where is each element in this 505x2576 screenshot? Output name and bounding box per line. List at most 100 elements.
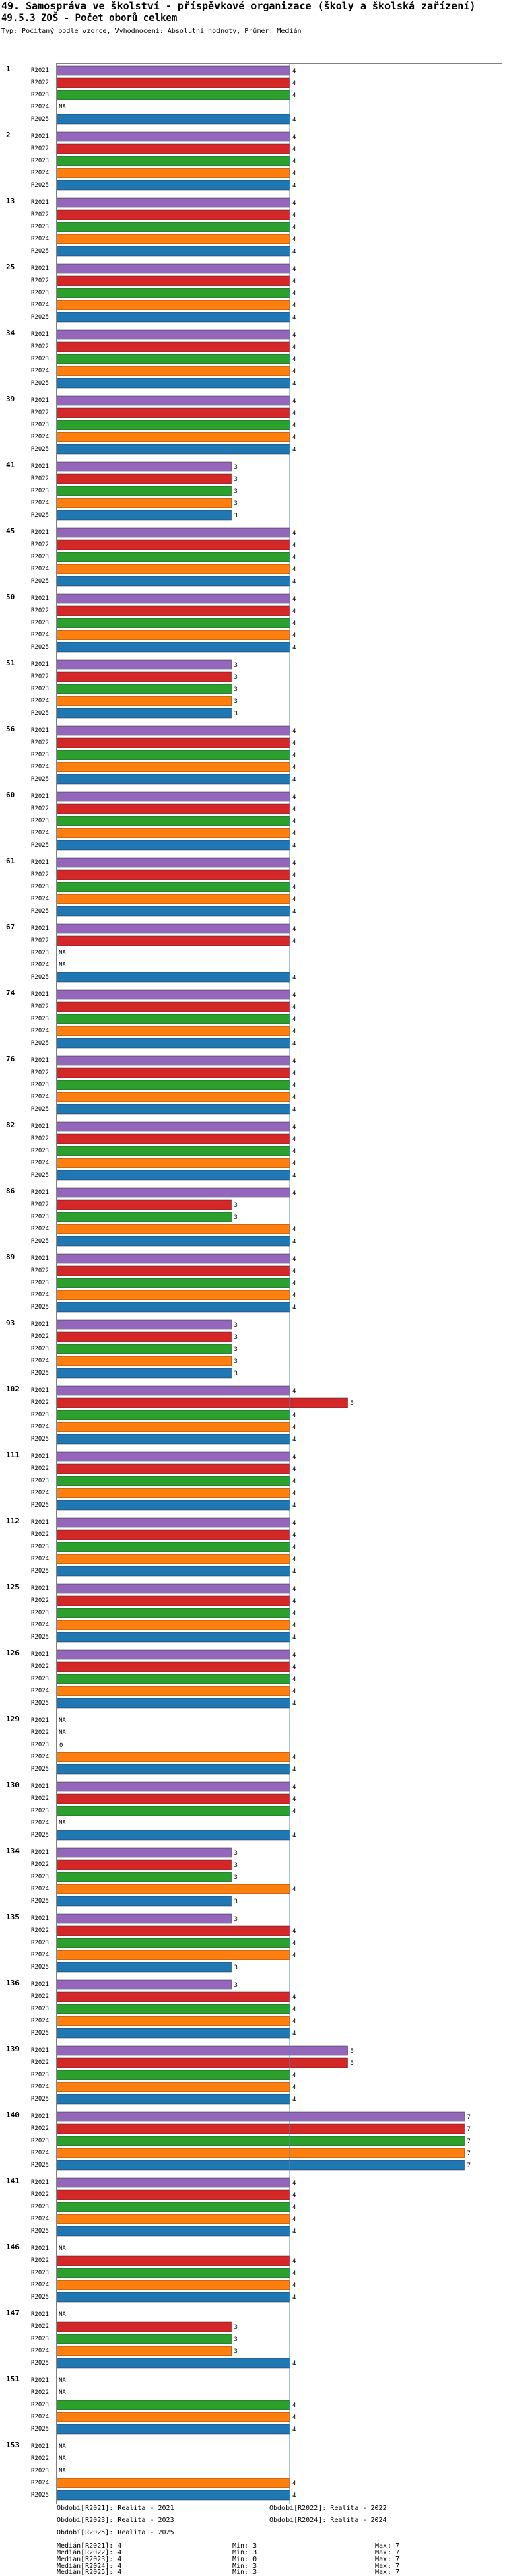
bar-value-label: 4 [292, 2216, 296, 2223]
bar-value-label: 4 [292, 2096, 296, 2103]
series-row-label: R2021 [31, 1519, 49, 1526]
bar [56, 1806, 290, 1816]
series-row-label: R2021 [31, 1717, 49, 1724]
bar [56, 2424, 290, 2435]
bar-value-label: 4 [292, 1886, 296, 1893]
legend-max: Max: 7 [375, 2569, 400, 2576]
series-row-label: R2022 [31, 2191, 49, 2198]
bar-value-label: 4 [292, 224, 296, 231]
bar [56, 263, 290, 274]
series-row-label: R2022 [31, 211, 49, 218]
series-row-label: R2025 [31, 2360, 49, 2367]
bar-value-label: 4 [292, 794, 296, 801]
series-row-label: R2021 [31, 331, 49, 338]
bar-value-label: 4 [292, 2018, 296, 2025]
series-row-label: R2023 [31, 818, 49, 824]
bar-value-label: 4 [292, 117, 296, 123]
bar [56, 2148, 465, 2158]
series-row-label: R2022 [31, 1399, 49, 1406]
series-row-label: R2023 [31, 2006, 49, 2012]
bar [56, 1649, 290, 1660]
bar [56, 2321, 232, 2332]
bar-value-label: 4 [292, 332, 296, 339]
series-row-label: R2024 [31, 1886, 49, 1892]
category-label: 56 [6, 725, 15, 733]
bar [56, 300, 290, 310]
bar [56, 2478, 290, 2488]
bar [56, 1979, 232, 1990]
bar [56, 486, 232, 496]
bar-value-label: 5 [351, 2060, 354, 2067]
bar-value-label: 4 [292, 1107, 296, 1113]
bar [56, 882, 290, 892]
bar [56, 1422, 290, 1432]
series-row-label: R2021 [31, 463, 49, 470]
series-row-label: R2023 [31, 224, 49, 230]
na-label: NA [59, 2245, 66, 2252]
series-row-label: R2025 [31, 974, 49, 981]
series-row-label: R2024 [31, 1622, 49, 1628]
series-row-label: R2023 [31, 1280, 49, 1286]
category-label: 139 [6, 2045, 20, 2053]
bar-value-label: 4 [292, 92, 296, 99]
series-row-label: R2025 [31, 2492, 49, 2499]
bar [56, 77, 290, 88]
bar [56, 1356, 232, 1366]
series-row-label: R2025 [31, 710, 49, 717]
series-row-label: R2023 [31, 2468, 49, 2474]
bar-value-label: 4 [292, 1268, 296, 1275]
bar [56, 1397, 348, 1408]
bar-value-label: 4 [292, 777, 296, 783]
series-row-label: R2025 [31, 2096, 49, 2103]
bar [56, 2094, 290, 2105]
bar-value-label: 4 [292, 728, 296, 735]
bar-value-label: 4 [292, 620, 296, 627]
series-row-label: R2022 [31, 1135, 49, 1142]
series-row-label: R2022 [31, 607, 49, 614]
bar [56, 1092, 290, 1102]
na-label: NA [59, 950, 66, 956]
bar [56, 1752, 290, 1762]
bar-value-label: 4 [292, 2294, 296, 2301]
series-row-label: R2021 [31, 1915, 49, 1922]
bar-value-label: 4 [292, 1832, 296, 1839]
bar [56, 1055, 290, 1066]
category-label: 135 [6, 1913, 20, 1921]
series-row-label: R2022 [31, 145, 49, 152]
bar-value-label: 7 [467, 2114, 471, 2121]
bar-value-label: 4 [292, 2180, 296, 2187]
na-label: NA [59, 1820, 66, 1826]
bar-value-label: 4 [292, 530, 296, 537]
series-row-label: R2025 [31, 1304, 49, 1311]
bar [56, 1224, 290, 1234]
bar-value-label: 3 [234, 1370, 238, 1377]
bar-value-label: 4 [292, 1028, 296, 1035]
series-row-label: R2021 [31, 2245, 49, 2252]
series-row-label: R2023 [31, 1016, 49, 1022]
bar-value-label: 4 [292, 381, 296, 387]
na-label: NA [59, 1729, 66, 1736]
bar-value-label: 4 [292, 80, 296, 87]
bar [56, 1104, 290, 1115]
na-label: NA [59, 1717, 66, 1724]
series-row-label: R2022 [31, 2125, 49, 2132]
bar-value-label: 3 [234, 686, 238, 693]
series-row-label: R2025 [31, 1898, 49, 1905]
series-row-label: R2024 [31, 566, 49, 572]
series-row-label: R2021 [31, 1981, 49, 1988]
bar-value-label: 4 [292, 1173, 296, 1179]
na-label: NA [59, 962, 66, 968]
series-row-label: R2024 [31, 1490, 49, 1496]
series-row-label: R2023 [31, 1676, 49, 1682]
bar [56, 593, 290, 604]
series-row-label: R2022 [31, 79, 49, 86]
bar-value-label: 4 [292, 1412, 296, 1419]
bar [56, 1781, 290, 1792]
series-row-label: R2025 [31, 1106, 49, 1113]
series-row-label: R2025 [31, 1436, 49, 1443]
category-label: 130 [6, 1781, 20, 1789]
bar-value-label: 4 [292, 764, 296, 771]
category-label: 1 [6, 65, 11, 73]
bar-value-label: 4 [292, 278, 296, 285]
series-row-label: R2025 [31, 2426, 49, 2433]
